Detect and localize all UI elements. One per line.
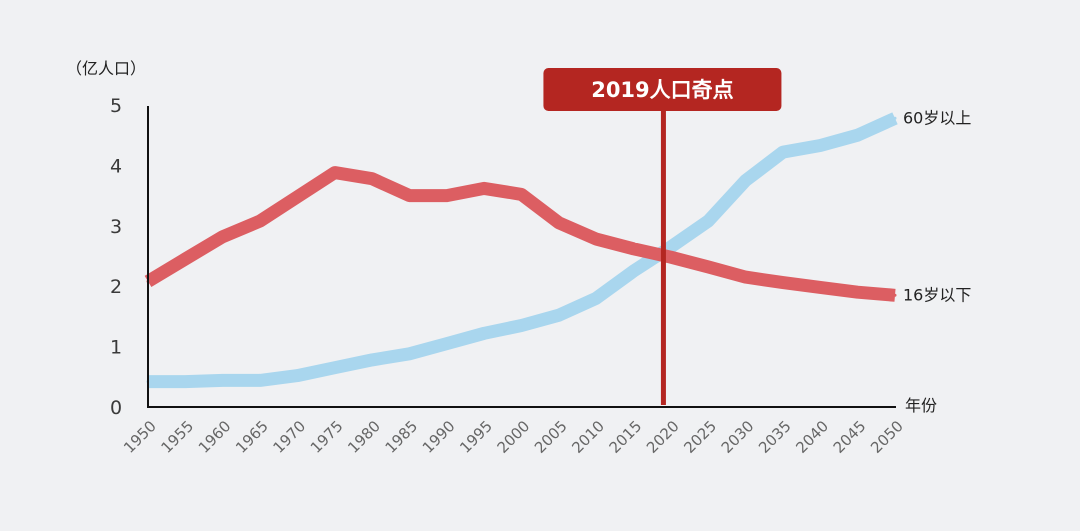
y-tick-label: 5 xyxy=(110,95,122,117)
x-tick-label: 1980 xyxy=(344,417,384,457)
data-point xyxy=(781,281,785,285)
x-tick-label: 1985 xyxy=(382,417,422,457)
x-axis-title: 年份 xyxy=(905,396,937,415)
y-tick-labels: 0 1 2 3 4 5 xyxy=(110,95,122,419)
data-point xyxy=(893,116,897,120)
data-point xyxy=(258,378,262,382)
y-tick-label: 0 xyxy=(110,397,122,419)
data-point xyxy=(370,358,374,362)
x-tick-label: 1970 xyxy=(269,417,309,457)
data-point xyxy=(221,378,225,382)
data-point xyxy=(669,245,673,249)
x-tick-label: 1960 xyxy=(195,417,235,457)
data-point xyxy=(557,313,561,317)
marker-label-box xyxy=(543,68,782,111)
series-line-1 xyxy=(144,166,896,302)
singularity-marker: 2019人口奇点 xyxy=(543,68,782,405)
x-tick-label: 2020 xyxy=(643,417,683,457)
x-tick-label: 1965 xyxy=(232,417,272,457)
data-point xyxy=(183,257,187,261)
data-point xyxy=(445,194,449,198)
data-point xyxy=(258,219,262,223)
x-tick-label: 1990 xyxy=(419,417,459,457)
x-tick-label: 2040 xyxy=(792,417,832,457)
data-point xyxy=(407,352,411,356)
series-labels: 60岁以上 16岁以下 xyxy=(903,108,971,304)
data-point xyxy=(445,342,449,346)
x-tick-label: 2025 xyxy=(680,417,720,457)
series-label-0: 60岁以上 xyxy=(903,108,971,127)
data-point xyxy=(893,293,897,297)
marker-label: 2019人口奇点 xyxy=(591,78,733,102)
data-point xyxy=(520,324,523,327)
x-tick-labels: 1950195519601965197019751980198519901995… xyxy=(120,417,907,457)
data-point xyxy=(744,275,748,279)
data-point xyxy=(594,296,598,300)
x-tick-label: 2035 xyxy=(755,417,795,457)
axes xyxy=(147,106,896,408)
x-tick-label: 2030 xyxy=(718,417,758,457)
y-tick-label: 4 xyxy=(110,155,122,177)
data-point xyxy=(333,366,337,370)
x-tick-label: 2000 xyxy=(494,417,534,457)
data-point xyxy=(594,237,598,241)
data-point xyxy=(744,179,748,182)
x-tick-label: 2005 xyxy=(531,417,571,457)
series-lines xyxy=(144,112,898,389)
data-point xyxy=(407,194,411,198)
data-point xyxy=(557,221,561,225)
data-point xyxy=(632,247,635,251)
data-point xyxy=(856,290,860,294)
data-point xyxy=(333,171,337,175)
data-point xyxy=(370,177,374,181)
x-tick-label: 2045 xyxy=(830,417,870,457)
x-tick-label: 1950 xyxy=(120,417,160,457)
x-tick-label: 1995 xyxy=(456,417,496,457)
data-point xyxy=(706,219,710,223)
data-point xyxy=(818,144,822,147)
data-point xyxy=(632,269,635,273)
x-tick-label: 1955 xyxy=(157,417,197,457)
data-point xyxy=(183,380,187,384)
data-point xyxy=(221,235,225,239)
data-point xyxy=(520,192,523,196)
y-tick-label: 3 xyxy=(110,216,122,238)
data-point xyxy=(706,265,710,269)
series-label-1: 16岁以下 xyxy=(903,285,971,304)
data-point xyxy=(482,331,486,335)
data-point xyxy=(295,195,299,199)
y-axis-unit-label: （亿人口） xyxy=(66,59,146,78)
data-point xyxy=(781,150,785,154)
data-point xyxy=(818,285,822,289)
x-tick-label: 1975 xyxy=(307,417,347,457)
y-tick-label: 2 xyxy=(110,276,122,298)
series-line-0 xyxy=(148,112,898,389)
x-tick-label: 2010 xyxy=(568,417,608,457)
data-point xyxy=(669,255,673,259)
x-tick-label: 2015 xyxy=(606,417,646,457)
data-point xyxy=(856,133,860,137)
data-point xyxy=(482,186,486,190)
data-point xyxy=(295,374,299,378)
y-tick-label: 1 xyxy=(110,337,122,359)
x-tick-label: 2050 xyxy=(867,417,907,457)
